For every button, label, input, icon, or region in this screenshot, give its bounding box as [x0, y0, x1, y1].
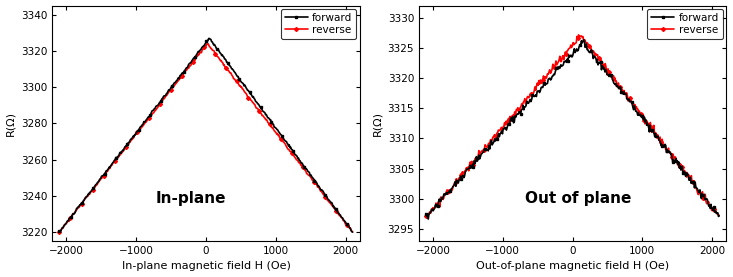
forward	[421, 212, 430, 216]
forward	[486, 142, 495, 145]
forward	[715, 214, 723, 218]
forward	[659, 145, 668, 148]
Line: forward: forward	[58, 37, 354, 234]
Line: forward: forward	[424, 39, 721, 220]
reverse	[693, 189, 701, 192]
reverse	[715, 214, 723, 217]
reverse	[115, 153, 124, 157]
forward	[693, 188, 702, 192]
forward	[205, 37, 214, 40]
forward	[579, 38, 588, 42]
reverse	[69, 212, 78, 216]
forward	[69, 212, 78, 216]
Y-axis label: R(Ω): R(Ω)	[372, 111, 382, 136]
Text: Out of plane: Out of plane	[526, 191, 632, 206]
reverse	[144, 117, 153, 120]
Line: reverse: reverse	[58, 42, 354, 234]
forward	[424, 217, 432, 221]
reverse	[348, 230, 357, 234]
X-axis label: Out-of-plane magnetic field H (Oe): Out-of-plane magnetic field H (Oe)	[476, 261, 669, 271]
reverse	[429, 206, 438, 209]
reverse	[287, 152, 296, 155]
reverse	[55, 230, 64, 234]
forward	[430, 208, 438, 211]
forward	[348, 230, 357, 234]
Y-axis label: R(Ω): R(Ω)	[6, 111, 15, 136]
forward	[289, 149, 298, 152]
reverse	[657, 140, 666, 143]
reverse	[485, 142, 493, 145]
forward	[517, 108, 526, 112]
forward	[145, 114, 154, 117]
forward	[55, 230, 64, 233]
reverse	[62, 222, 70, 225]
reverse	[421, 214, 430, 218]
forward	[116, 150, 125, 154]
reverse	[325, 201, 334, 204]
Text: In-plane: In-plane	[155, 191, 226, 206]
forward	[62, 222, 70, 225]
Legend: forward, reverse: forward, reverse	[647, 9, 723, 39]
reverse	[204, 42, 213, 45]
Legend: forward, reverse: forward, reverse	[281, 9, 356, 39]
X-axis label: In-plane magnetic field H (Oe): In-plane magnetic field H (Oe)	[122, 261, 290, 271]
forward	[325, 199, 334, 202]
reverse	[574, 33, 583, 37]
Line: reverse: reverse	[424, 34, 721, 217]
forward	[438, 196, 446, 199]
reverse	[436, 196, 445, 199]
reverse	[515, 108, 524, 111]
